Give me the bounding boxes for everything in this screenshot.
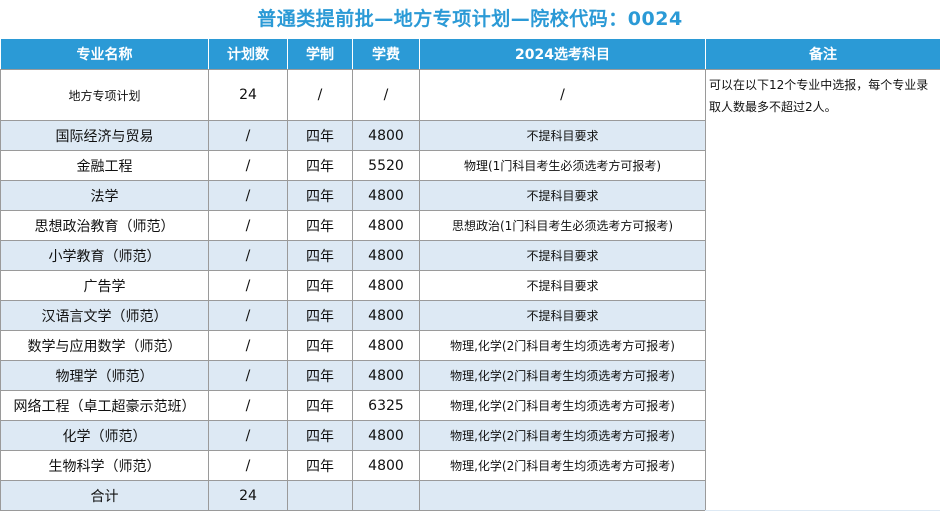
header-remark: 备注 <box>705 38 940 70</box>
subject-requirement: 物理,化学(2门科目考生均须选考方可报考) <box>419 420 706 451</box>
plan-count: 24 <box>208 69 288 121</box>
major-name: 物理学（师范） <box>0 360 209 391</box>
plan-count: / <box>208 150 288 181</box>
total-row: 合计 24 <box>0 480 940 511</box>
subject-requirement: 思想政治(1门科目考生必须选考方可报考) <box>419 210 706 241</box>
admission-plan-table: 专业名称 计划数 学制 学费 2024选考科目 备注 地方专项计划 24 / /… <box>0 38 940 511</box>
major-name: 金融工程 <box>0 150 209 181</box>
fee: 4800 <box>352 210 420 241</box>
table-row: 地方专项计划 24 / / / 可以在以下12个专业中选报，每个专业录取人数最多… <box>0 69 940 511</box>
plan-count: / <box>208 420 288 451</box>
major-name: 化学（师范） <box>0 420 209 451</box>
table-row: 金融工程 / 四年 5520 物理(1门科目考生必须选考方可报考) <box>0 150 940 181</box>
fee: 6325 <box>352 390 420 421</box>
plan-count: / <box>208 210 288 241</box>
plan-count: / <box>208 450 288 481</box>
fee: 4800 <box>352 360 420 391</box>
subject-requirement: 物理(1门科目考生必须选考方可报考) <box>419 150 706 181</box>
subject-requirement: 物理,化学(2门科目考生均须选考方可报考) <box>419 330 706 361</box>
major-name: 汉语言文学（师范） <box>0 300 209 331</box>
duration: 四年 <box>287 300 353 331</box>
duration: 四年 <box>287 420 353 451</box>
table-row: 法学 / 四年 4800 不提科目要求 <box>0 180 940 211</box>
fee: 4800 <box>352 120 420 151</box>
fee: 4800 <box>352 240 420 271</box>
duration: 四年 <box>287 330 353 361</box>
fee: 4800 <box>352 450 420 481</box>
header-fee: 学费 <box>352 38 420 70</box>
plan-count: / <box>208 180 288 211</box>
subject-requirement: 物理,化学(2门科目考生均须选考方可报考) <box>419 390 706 421</box>
duration: 四年 <box>287 180 353 211</box>
fee: 4800 <box>352 300 420 331</box>
plan-count: / <box>208 270 288 301</box>
duration: 四年 <box>287 240 353 271</box>
fee: 4800 <box>352 420 420 451</box>
page-title: 普通类提前批—地方专项计划—院校代码：0024 <box>257 8 683 30</box>
plan-count: / <box>208 330 288 361</box>
table-row: 思想政治教育（师范） / 四年 4800 思想政治(1门科目考生必须选考方可报考) <box>0 210 940 241</box>
total-empty-duration <box>287 480 353 511</box>
major-name: 网络工程（卓工超豪示范班） <box>0 390 209 421</box>
duration: 四年 <box>287 150 353 181</box>
subject-requirement: 不提科目要求 <box>419 240 706 271</box>
duration: 四年 <box>287 120 353 151</box>
duration: 四年 <box>287 210 353 241</box>
plan-count: / <box>208 240 288 271</box>
major-name: 地方专项计划 <box>0 69 209 121</box>
header-major: 专业名称 <box>0 38 209 70</box>
header-plan: 计划数 <box>208 38 288 70</box>
major-name: 小学教育（师范） <box>0 240 209 271</box>
subject-requirement: 不提科目要求 <box>419 270 706 301</box>
table-row: 生物科学（师范） / 四年 4800 物理,化学(2门科目考生均须选考方可报考) <box>0 450 940 481</box>
total-empty-fee <box>352 480 420 511</box>
fee: 4800 <box>352 270 420 301</box>
remark-cell: 可以在以下12个专业中选报，每个专业录取人数最多不超过2人。 <box>705 69 940 511</box>
subject-requirement: 不提科目要求 <box>419 300 706 331</box>
table-row: 国际经济与贸易 / 四年 4800 不提科目要求 <box>0 120 940 151</box>
subject-requirement: / <box>419 69 706 121</box>
duration: 四年 <box>287 270 353 301</box>
duration: 四年 <box>287 450 353 481</box>
table-row: 汉语言文学（师范） / 四年 4800 不提科目要求 <box>0 300 940 331</box>
table-row: 网络工程（卓工超豪示范班） / 四年 6325 物理,化学(2门科目考生均须选考方可报考… <box>0 390 940 421</box>
subject-requirement: 物理,化学(2门科目考生均须选考方可报考) <box>419 360 706 391</box>
major-name: 法学 <box>0 180 209 211</box>
header-row: 专业名称 计划数 学制 学费 2024选考科目 备注 <box>0 38 940 70</box>
total-plan: 24 <box>208 480 288 511</box>
fee: 4800 <box>352 180 420 211</box>
header-duration: 学制 <box>287 38 353 70</box>
table-row: 物理学（师范） / 四年 4800 物理,化学(2门科目考生均须选考方可报考) <box>0 360 940 391</box>
duration: 四年 <box>287 360 353 391</box>
plan-count: / <box>208 360 288 391</box>
major-name: 国际经济与贸易 <box>0 120 209 151</box>
major-name: 数学与应用数学（师范） <box>0 330 209 361</box>
fee: 4800 <box>352 330 420 361</box>
subject-requirement: 不提科目要求 <box>419 120 706 151</box>
subject-requirement: 不提科目要求 <box>419 180 706 211</box>
header-subjects: 2024选考科目 <box>419 38 706 70</box>
plan-count: / <box>208 390 288 421</box>
major-name: 广告学 <box>0 270 209 301</box>
fee: 5520 <box>352 150 420 181</box>
major-name: 思想政治教育（师范） <box>0 210 209 241</box>
total-empty-subjects <box>419 480 706 511</box>
subject-requirement: 物理,化学(2门科目考生均须选考方可报考) <box>419 450 706 481</box>
table-row: 化学（师范） / 四年 4800 物理,化学(2门科目考生均须选考方可报考) <box>0 420 940 451</box>
plan-count: / <box>208 120 288 151</box>
remark-text: 可以在以下12个专业中选报，每个专业录取人数最多不超过2人。 <box>706 70 940 121</box>
major-name: 生物科学（师范） <box>0 450 209 481</box>
total-label: 合计 <box>0 480 209 511</box>
plan-count: / <box>208 300 288 331</box>
duration: 四年 <box>287 390 353 421</box>
duration: / <box>287 69 353 121</box>
table-row: 数学与应用数学（师范） / 四年 4800 物理,化学(2门科目考生均须选考方可报考) <box>0 330 940 361</box>
fee: / <box>352 69 420 121</box>
